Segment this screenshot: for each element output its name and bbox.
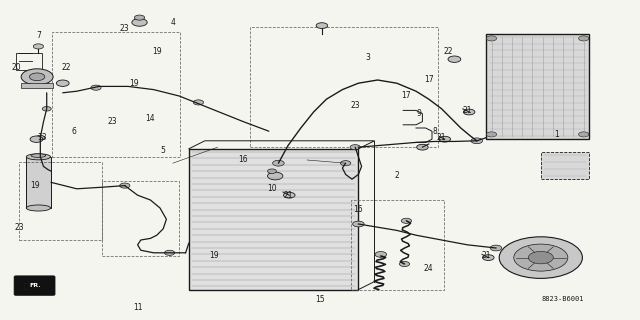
Circle shape — [164, 250, 175, 255]
Circle shape — [193, 100, 204, 105]
Circle shape — [375, 252, 387, 257]
Text: 3: 3 — [365, 53, 371, 62]
Text: 21: 21 — [463, 106, 472, 115]
Text: 19: 19 — [152, 47, 162, 56]
Bar — [21, 83, 53, 88]
FancyBboxPatch shape — [14, 276, 55, 295]
Text: 23: 23 — [350, 101, 360, 110]
Circle shape — [448, 56, 461, 62]
Text: 16: 16 — [353, 205, 364, 214]
Text: 21: 21 — [437, 133, 446, 142]
Circle shape — [56, 80, 69, 86]
Bar — [189, 149, 358, 290]
Circle shape — [579, 132, 589, 137]
Text: 5: 5 — [161, 146, 166, 155]
Bar — [102, 181, 179, 256]
Text: 15: 15 — [315, 295, 325, 304]
Text: 21: 21 — [284, 191, 292, 200]
Circle shape — [486, 132, 497, 137]
Circle shape — [340, 161, 351, 166]
Circle shape — [29, 73, 45, 81]
Text: 7: 7 — [36, 31, 41, 40]
Text: 24: 24 — [424, 264, 434, 273]
Circle shape — [30, 136, 43, 142]
Text: 1: 1 — [554, 130, 559, 139]
Text: 14: 14 — [145, 114, 156, 123]
Bar — [19, 162, 102, 240]
Text: 11: 11 — [133, 303, 142, 312]
Circle shape — [120, 183, 130, 188]
Circle shape — [132, 19, 147, 26]
Circle shape — [483, 255, 494, 260]
Text: 21: 21 — [482, 252, 491, 260]
Text: 19: 19 — [30, 181, 40, 190]
Circle shape — [514, 244, 568, 271]
Circle shape — [268, 172, 283, 180]
Bar — [26, 157, 51, 208]
Text: 19: 19 — [209, 252, 220, 260]
Text: 19: 19 — [129, 79, 140, 88]
Circle shape — [499, 237, 582, 278]
Circle shape — [91, 85, 101, 90]
Circle shape — [134, 15, 145, 20]
Text: FR.: FR. — [29, 283, 41, 288]
Circle shape — [399, 261, 410, 267]
Circle shape — [350, 145, 360, 150]
Text: 4: 4 — [170, 18, 175, 27]
Circle shape — [36, 135, 45, 140]
Circle shape — [401, 218, 412, 223]
Circle shape — [528, 252, 553, 264]
Circle shape — [490, 245, 502, 251]
Text: 8823-B6001: 8823-B6001 — [542, 296, 584, 302]
Text: 8: 8 — [433, 127, 438, 136]
Circle shape — [21, 69, 53, 85]
Circle shape — [284, 192, 295, 198]
Text: 23: 23 — [120, 24, 130, 33]
Text: 6: 6 — [71, 127, 76, 136]
Bar — [541, 152, 589, 179]
Bar — [351, 200, 444, 290]
Circle shape — [353, 221, 364, 227]
Text: 16: 16 — [238, 156, 248, 164]
Circle shape — [33, 44, 44, 49]
Text: 13: 13 — [36, 133, 47, 142]
Text: 23: 23 — [14, 223, 24, 232]
Bar — [486, 34, 589, 139]
Circle shape — [316, 23, 328, 28]
Text: 22: 22 — [61, 63, 70, 72]
Text: 17: 17 — [424, 76, 434, 84]
Circle shape — [417, 144, 428, 150]
Circle shape — [579, 36, 589, 41]
Ellipse shape — [31, 154, 45, 157]
Circle shape — [471, 138, 483, 144]
Text: 22: 22 — [444, 47, 452, 56]
Text: 23: 23 — [107, 117, 117, 126]
Text: 10: 10 — [267, 184, 277, 193]
Text: 17: 17 — [401, 92, 412, 100]
Circle shape — [439, 136, 451, 142]
Text: 2: 2 — [394, 172, 399, 180]
Circle shape — [486, 36, 497, 41]
Text: 12: 12 — [21, 284, 30, 292]
Text: 20: 20 — [11, 63, 21, 72]
Ellipse shape — [26, 154, 51, 160]
Circle shape — [273, 160, 284, 166]
Bar — [52, 32, 180, 157]
Circle shape — [42, 107, 51, 111]
Ellipse shape — [26, 205, 51, 211]
Circle shape — [268, 169, 276, 173]
Circle shape — [463, 109, 475, 115]
Bar — [250, 27, 438, 147]
Text: 9: 9 — [417, 109, 422, 118]
